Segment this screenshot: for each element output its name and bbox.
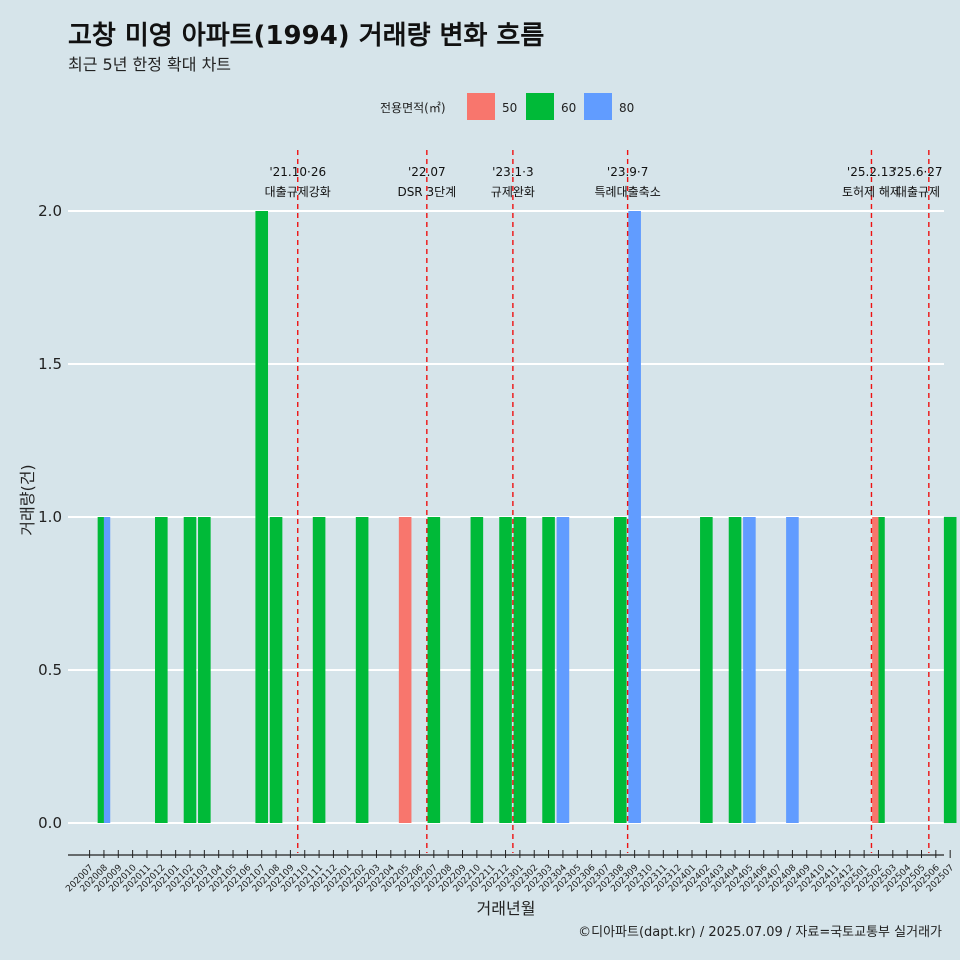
event-date-202110: '21.10·26 [269,165,326,179]
legend-swatch-50 [467,93,495,120]
event-date-202207: '22.07 [408,165,446,179]
bar-202102-60 [183,517,197,823]
event-date-202301: '23.1·3 [492,165,533,179]
y-axis: 0.0 0.5 1.0 1.5 2.0 [38,202,62,832]
bar-202308-60 [613,517,627,823]
bar-202207-60 [427,517,441,823]
bar-202502-60 [878,517,885,823]
event-label-202506: 대출규제 [896,185,940,199]
event-label-202110: 대출규제강화 [265,185,331,199]
x-axis: 2020072020082020092020102020112020122021… [64,850,956,894]
legend-label-60: 60 [561,101,576,115]
y-tick-label: 0.0 [38,814,62,832]
bar-202212-60 [499,517,512,823]
bar-202502-50 [872,517,879,823]
bar-202108-60 [269,517,283,823]
legend-swatch-80 [584,93,612,120]
bar-202210-60 [470,517,484,823]
bar-202309-80 [628,211,641,823]
event-date-202309: '23.9·7 [607,165,648,179]
bar-202303-60 [542,517,555,823]
legend-swatch-60 [526,93,554,120]
event-date-202506: '25.6·27 [893,165,942,179]
legend-label-50: 50 [502,101,517,115]
annotations: '21.10·26 대출규제강화 '22.07 DSR 3단계 '23.1·3 규제완화 '… [265,150,943,853]
bar-202103-60 [198,517,211,823]
y-tick-label: 0.5 [38,661,62,679]
chart-subtitle: 최근 5년 한정 확대 차트 [68,55,231,74]
bar-202507-60 [943,517,957,823]
bar-202107-60 [255,211,269,823]
y-tick-label: 1.0 [38,508,62,526]
bar-202304-80 [556,517,570,823]
caption: ©디아파트(dapt.kr) / 2025.07.09 / 자료=국토교통부 실… [578,925,942,940]
legend: 전용면적(㎡) 50 60 80 [380,93,634,120]
y-tick-label: 1.5 [38,355,62,373]
event-date-202502: '25.2.13 [847,165,896,179]
bar-202301-60 [513,517,527,823]
bar-202012-60 [155,517,168,823]
chart-title: 고창 미영 아파트(1994) 거래량 변화 흐름 [68,21,544,51]
y-axis-label: 거래량(건) [18,464,37,535]
event-label-202502: 토허제 해제 [842,185,901,199]
bar-202008-80 [103,517,111,823]
y-tick-label: 2.0 [38,202,62,220]
bar-202205-50 [398,517,412,823]
bar-202111-60 [312,517,326,823]
bar-202402-60 [700,517,713,823]
x-axis-label: 거래년월 [477,899,536,918]
bar-202408-80 [786,517,799,823]
event-label-202207: DSR 3단계 [397,185,456,199]
legend-label-80: 80 [619,101,634,115]
bars [97,211,957,823]
event-label-202309: 특례대출축소 [595,185,661,199]
bar-202008-60 [97,517,104,823]
legend-title: 전용면적(㎡) [380,101,446,115]
bar-202202-60 [355,517,369,823]
bar-202404-60 [728,517,742,823]
event-label-202301: 규제완화 [491,185,535,199]
bar-202405-80 [743,517,756,823]
